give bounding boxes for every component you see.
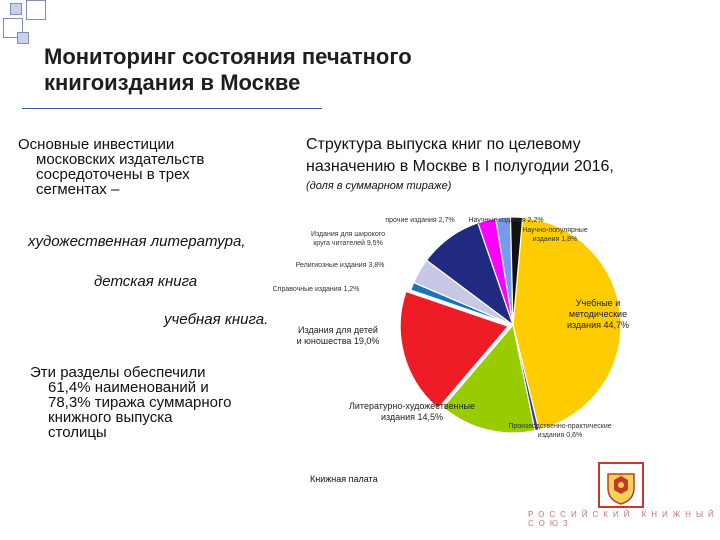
footer-text: РОССИЙСКИЙ КНИЖНЫЙ СОЮЗ	[528, 510, 719, 528]
intro-text: Основные инвестиции московских издательс…	[18, 137, 288, 197]
summary-line-2: 61,4% наименований и	[48, 379, 209, 396]
corner-square-1	[10, 3, 22, 15]
summary-line-4: книжного выпуска	[48, 409, 173, 426]
title-line-2: книгоиздания в Москве	[44, 70, 301, 95]
chart-subheading: (доля в суммарном тираже)	[306, 180, 452, 192]
pie-label-3: Литературно-художественные издания 14,5%	[349, 401, 475, 422]
summary-line-1: Эти разделы обеспечили	[30, 364, 206, 381]
corner-square-2	[26, 0, 46, 20]
pie-label-4: Издания для детей и юношества 19,0%	[297, 325, 380, 346]
title-rule	[22, 108, 322, 109]
source-label: Книжная палата	[310, 474, 378, 484]
intro-line-1: Основные инвестиции	[18, 136, 175, 153]
pie-slice-1	[512, 216, 622, 431]
pie-label-8: прочие издания 2,7%	[385, 217, 454, 224]
chart-heading-line-2: назначению в Москве в I полугодии 2016,	[306, 158, 614, 175]
summary-line-3: 78,3% тиража суммарного	[48, 394, 232, 411]
segment-education: учебная книга.	[164, 311, 269, 328]
segment-children: детская книга	[94, 273, 198, 290]
pie-label-6: Религиозные издания 3,8%	[296, 262, 385, 269]
chart-heading: Структура выпуска книг по целевому назна…	[306, 134, 706, 178]
pie-slice-10	[509, 216, 524, 326]
pie-label-5: Справочные издания 1,2%	[273, 286, 360, 293]
pie-slice-4	[399, 290, 510, 410]
pie-label-1: Учебные и методические издания 44,7%	[567, 298, 629, 330]
pie-label-10: Научно-популярные издания 1,8%	[522, 227, 588, 243]
summary-text: Эти разделы обеспечили 61,4% наименовани…	[30, 365, 300, 440]
summary-line-5: столицы	[48, 424, 107, 441]
pie-label-9: Научные издания 2,2%	[468, 217, 543, 224]
union-logo-icon	[598, 462, 644, 508]
title-line-1: Мониторинг состояния печатного	[44, 44, 412, 69]
pie-slice-3	[442, 323, 536, 434]
chart-heading-line-1: Структура выпуска книг по целевому	[306, 136, 581, 153]
intro-line-4: сегментах –	[36, 181, 120, 198]
segment-fiction: художественная литература,	[28, 233, 246, 250]
pie-label-2: Производственно-практические издания 0,6%	[508, 423, 611, 439]
page-title: Мониторинг состояния печатного книгоизда…	[44, 44, 644, 96]
corner-square-4	[17, 32, 29, 44]
intro-line-3: сосредоточены в трех	[36, 166, 190, 183]
intro-line-2: московских издательств	[36, 151, 205, 168]
pie-label-7: Издания для широкого круга читателей 9,5%	[311, 231, 385, 247]
